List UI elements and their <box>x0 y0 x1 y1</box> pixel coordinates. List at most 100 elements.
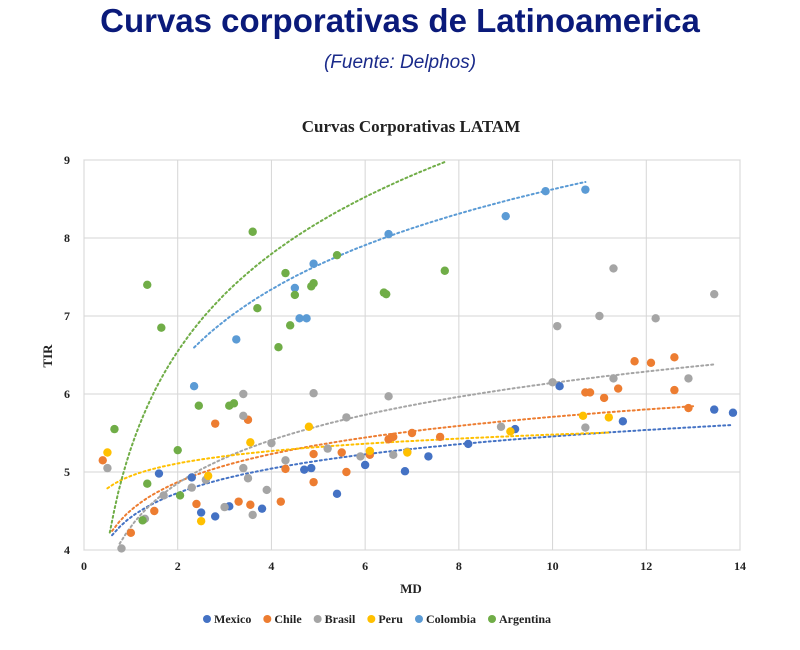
point-mexico <box>211 512 220 521</box>
point-brasil <box>239 411 248 421</box>
point-argentina <box>173 445 182 455</box>
y-tick-label: 8 <box>64 231 70 245</box>
point-peru <box>246 438 255 447</box>
point-argentina <box>253 304 262 313</box>
data-points <box>98 185 738 553</box>
point-brasil <box>117 544 126 553</box>
point-brasil <box>239 463 248 473</box>
point-mexico <box>618 417 628 426</box>
point-chile <box>150 506 159 516</box>
page-subtitle: (Fuente: Delphos) <box>323 52 477 73</box>
legend-label: Argentina <box>499 612 551 626</box>
point-peru <box>403 448 412 457</box>
plot-area <box>83 159 741 551</box>
point-mexico <box>710 405 719 414</box>
point-chile <box>684 403 693 413</box>
series-chile <box>98 353 693 538</box>
trendline-argentina <box>108 161 446 534</box>
point-brasil <box>267 438 276 448</box>
legend-marker <box>367 615 376 623</box>
point-chile <box>246 500 255 509</box>
y-axis-label: TIR <box>40 344 55 368</box>
gridlines <box>83 159 741 551</box>
chart-title: Curvas Corporativas LATAM <box>302 117 520 136</box>
x-tick-label: 4 <box>268 559 274 573</box>
point-chile <box>670 385 679 395</box>
point-chile <box>389 432 398 442</box>
point-mexico <box>424 452 433 461</box>
point-chile <box>646 358 656 367</box>
point-peru <box>103 448 112 457</box>
point-brasil <box>281 456 290 465</box>
point-chile <box>435 432 445 442</box>
point-colombia <box>541 187 550 196</box>
point-mexico <box>154 469 164 478</box>
point-colombia <box>501 211 510 221</box>
page-title: Curvas corporativas de Latinoamerica <box>100 2 700 39</box>
point-chile <box>309 477 318 487</box>
point-chile <box>211 419 220 428</box>
point-brasil <box>609 264 618 273</box>
legend-label: Mexico <box>214 612 251 626</box>
point-argentina <box>110 424 119 434</box>
point-brasil <box>243 474 253 483</box>
point-brasil <box>323 444 332 453</box>
point-chile <box>98 456 107 465</box>
point-argentina <box>274 343 283 352</box>
point-argentina <box>175 491 185 500</box>
point-brasil <box>651 314 660 323</box>
point-argentina <box>290 290 300 300</box>
point-brasil <box>581 423 590 432</box>
point-mexico <box>196 508 206 517</box>
point-brasil <box>356 452 365 461</box>
point-mexico <box>555 382 564 391</box>
legend-item-mexico: Mexico <box>203 612 251 626</box>
point-brasil <box>684 374 693 383</box>
point-chile <box>407 428 417 438</box>
point-chile <box>234 497 243 506</box>
point-mexico <box>307 463 316 473</box>
point-mexico <box>464 439 473 449</box>
point-colombia <box>295 314 304 323</box>
point-brasil <box>710 289 719 299</box>
legend-item-argentina: Argentina <box>488 612 551 626</box>
point-brasil <box>187 483 196 492</box>
point-colombia <box>309 259 318 268</box>
trendline-brasil <box>118 363 716 545</box>
series-peru <box>103 411 613 526</box>
point-brasil <box>309 389 318 398</box>
point-argentina <box>332 250 342 260</box>
legend-item-chile: Chile <box>263 612 302 626</box>
point-chile <box>342 467 351 477</box>
point-argentina <box>229 399 239 408</box>
point-mexico <box>360 460 370 470</box>
point-chile <box>192 499 201 509</box>
point-chile <box>337 448 346 457</box>
point-chile <box>613 384 623 393</box>
trendlines <box>106 161 734 545</box>
tick-labels: 0 2 4 6 8 10 12 14 4 5 6 7 8 9 <box>64 153 746 573</box>
point-colombia <box>384 229 393 239</box>
series-argentina <box>110 227 449 525</box>
point-argentina <box>138 516 147 525</box>
point-chile <box>599 393 609 403</box>
trendline-chile <box>111 405 695 532</box>
point-argentina <box>382 289 391 299</box>
point-mexico <box>332 489 342 499</box>
x-tick-label: 10 <box>547 559 559 573</box>
point-brasil <box>389 450 398 460</box>
trendline-colombia <box>193 181 587 349</box>
point-argentina <box>285 321 295 330</box>
series-colombia <box>189 185 590 391</box>
x-tick-label: 14 <box>734 559 746 573</box>
point-argentina <box>248 227 257 236</box>
point-brasil <box>553 321 562 331</box>
y-tick-label: 6 <box>64 387 70 401</box>
point-argentina <box>309 279 318 288</box>
point-mexico <box>300 465 309 474</box>
point-argentina <box>143 479 152 488</box>
point-chile <box>630 357 639 366</box>
point-chile <box>670 353 679 362</box>
x-axis-label: MD <box>400 581 422 596</box>
x-tick-label: 6 <box>362 559 368 573</box>
